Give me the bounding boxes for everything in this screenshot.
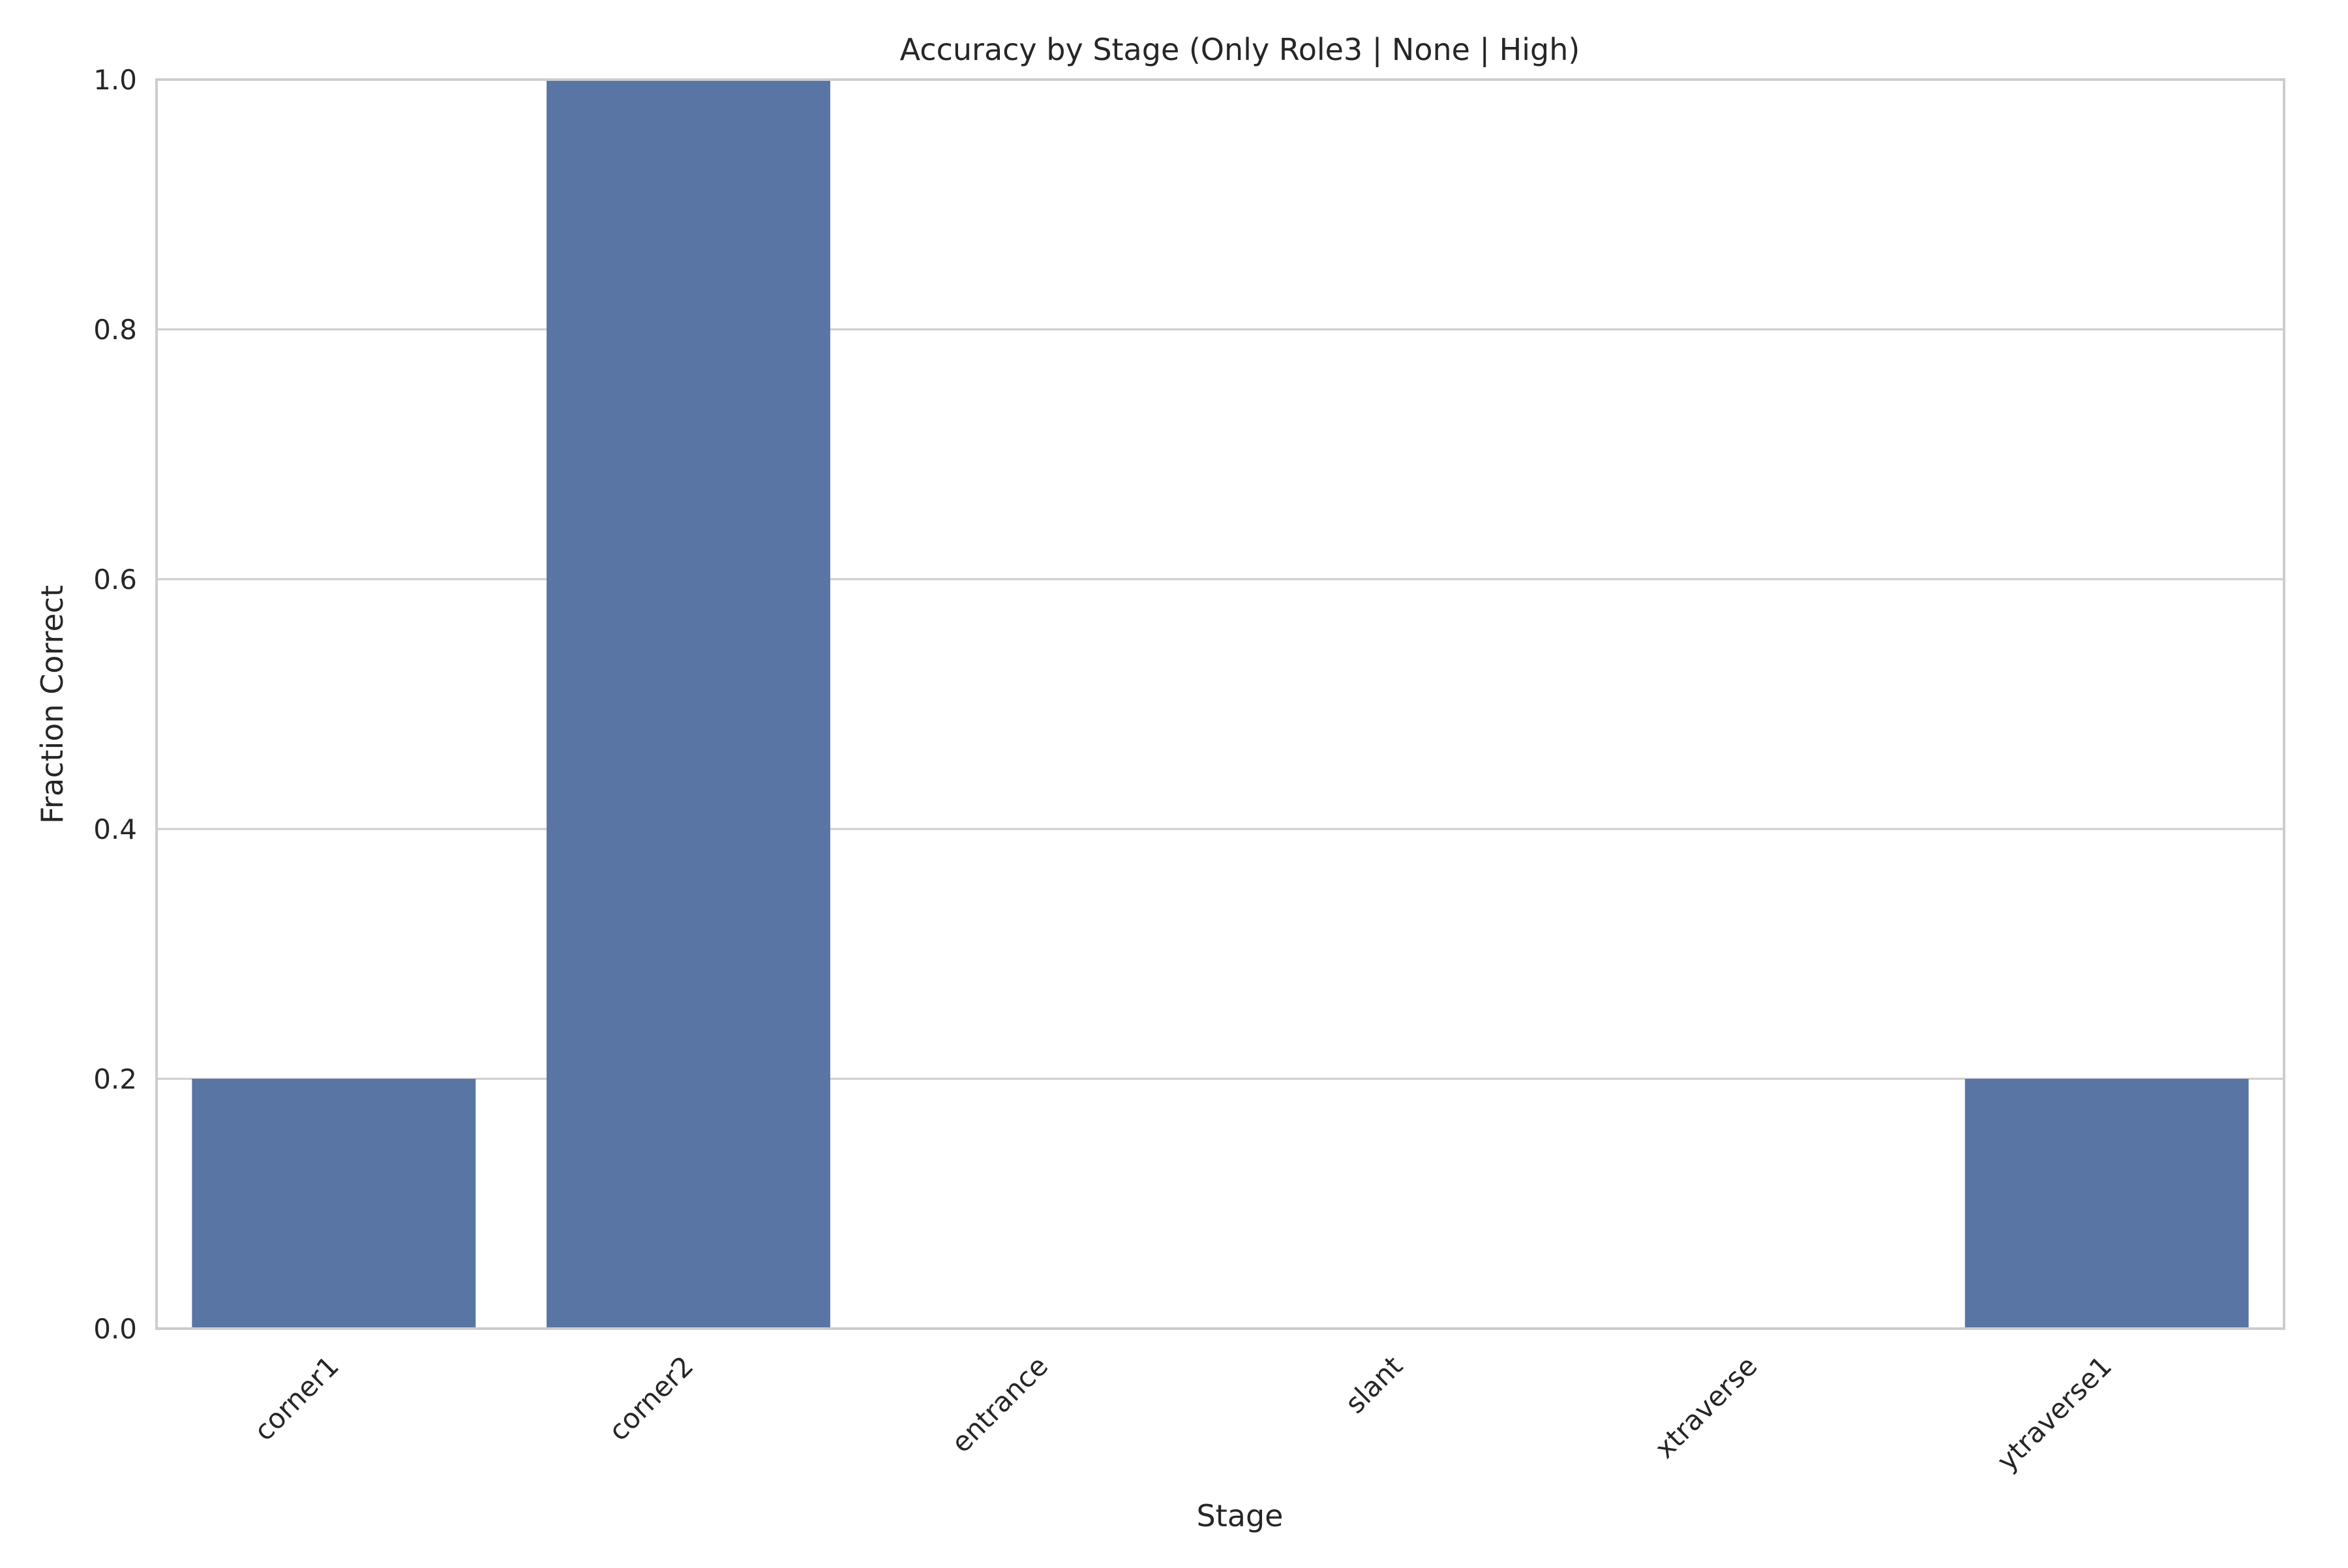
y-tick-label: 1.0: [93, 64, 137, 96]
x-axis-label: Stage: [1197, 1498, 1284, 1533]
plot-frame: [155, 78, 2285, 1330]
y-tick-labels: 0.0 0.2 0.4 0.6 0.8 1.0: [93, 64, 137, 1345]
chart-title: Accuracy by Stage (Only Role3 | None | H…: [900, 32, 1580, 68]
bar-corner2: [547, 80, 830, 1329]
y-tick-label: 0.4: [93, 813, 137, 845]
y-tick-label: 0.2: [93, 1063, 137, 1095]
bar-corner1: [192, 1079, 476, 1329]
bars: [192, 80, 2249, 1329]
bar-ytraverse1: [1964, 1079, 2249, 1329]
y-axis-label: Fraction Correct: [35, 585, 70, 824]
y-tick-label: 0.8: [93, 314, 137, 346]
y-tick-label: 0.0: [93, 1313, 137, 1345]
y-tick-label: 0.6: [93, 564, 137, 596]
